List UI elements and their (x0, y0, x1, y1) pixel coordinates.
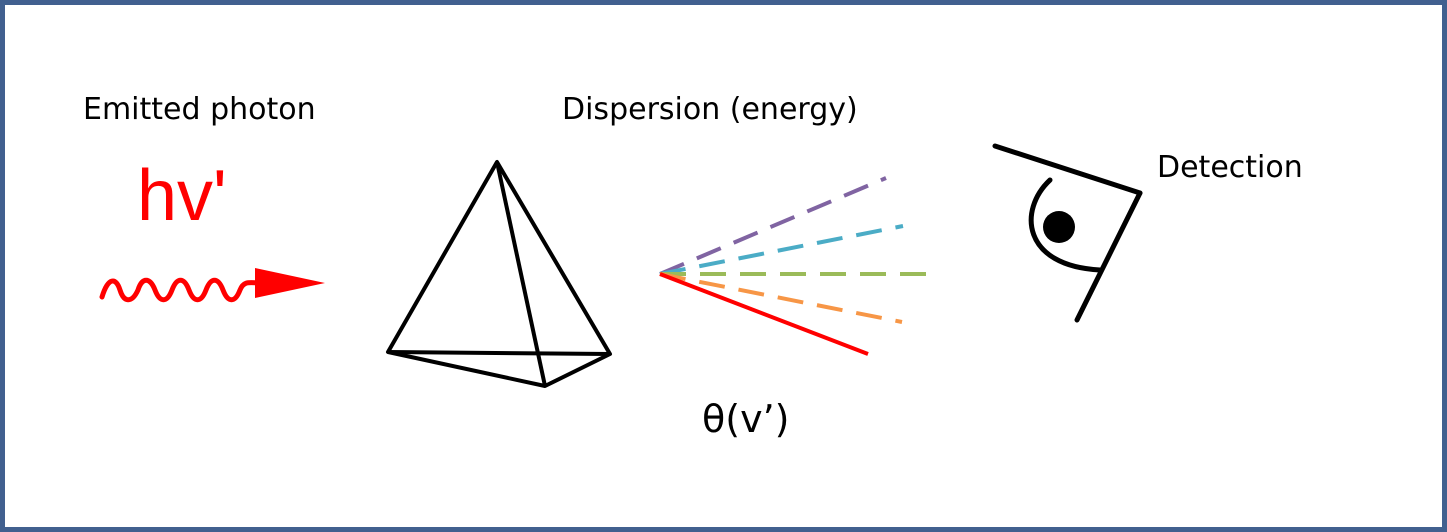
photon-wave (99, 277, 265, 303)
diagram-canvas (99, 143, 1143, 388)
photon-arrowhead (255, 268, 325, 298)
prism-edge-center (495, 161, 547, 387)
angle-label: θ(v’) (702, 397, 790, 441)
detection-label: Detection (1157, 150, 1303, 185)
eye-pupil (1043, 211, 1075, 243)
eye-lower-lid (1074, 190, 1143, 323)
wavy-photon-arrow-icon (99, 268, 325, 303)
ray-purple (659, 176, 887, 276)
ray-red (659, 272, 869, 356)
emitted-photon-label: Emitted photon (83, 92, 316, 127)
eye-ball-curve (1028, 177, 1103, 273)
prism-edge-base (387, 350, 611, 356)
ray-orange (659, 272, 903, 324)
dispersed-rays (659, 176, 934, 356)
ray-blue (659, 224, 904, 276)
prism-icon (386, 160, 612, 388)
eye-icon (992, 143, 1143, 323)
photon-energy-label: hv' (137, 156, 227, 236)
dispersion-label: Dispersion (energy) (562, 92, 858, 127)
eye-upper-lid (992, 143, 1143, 196)
